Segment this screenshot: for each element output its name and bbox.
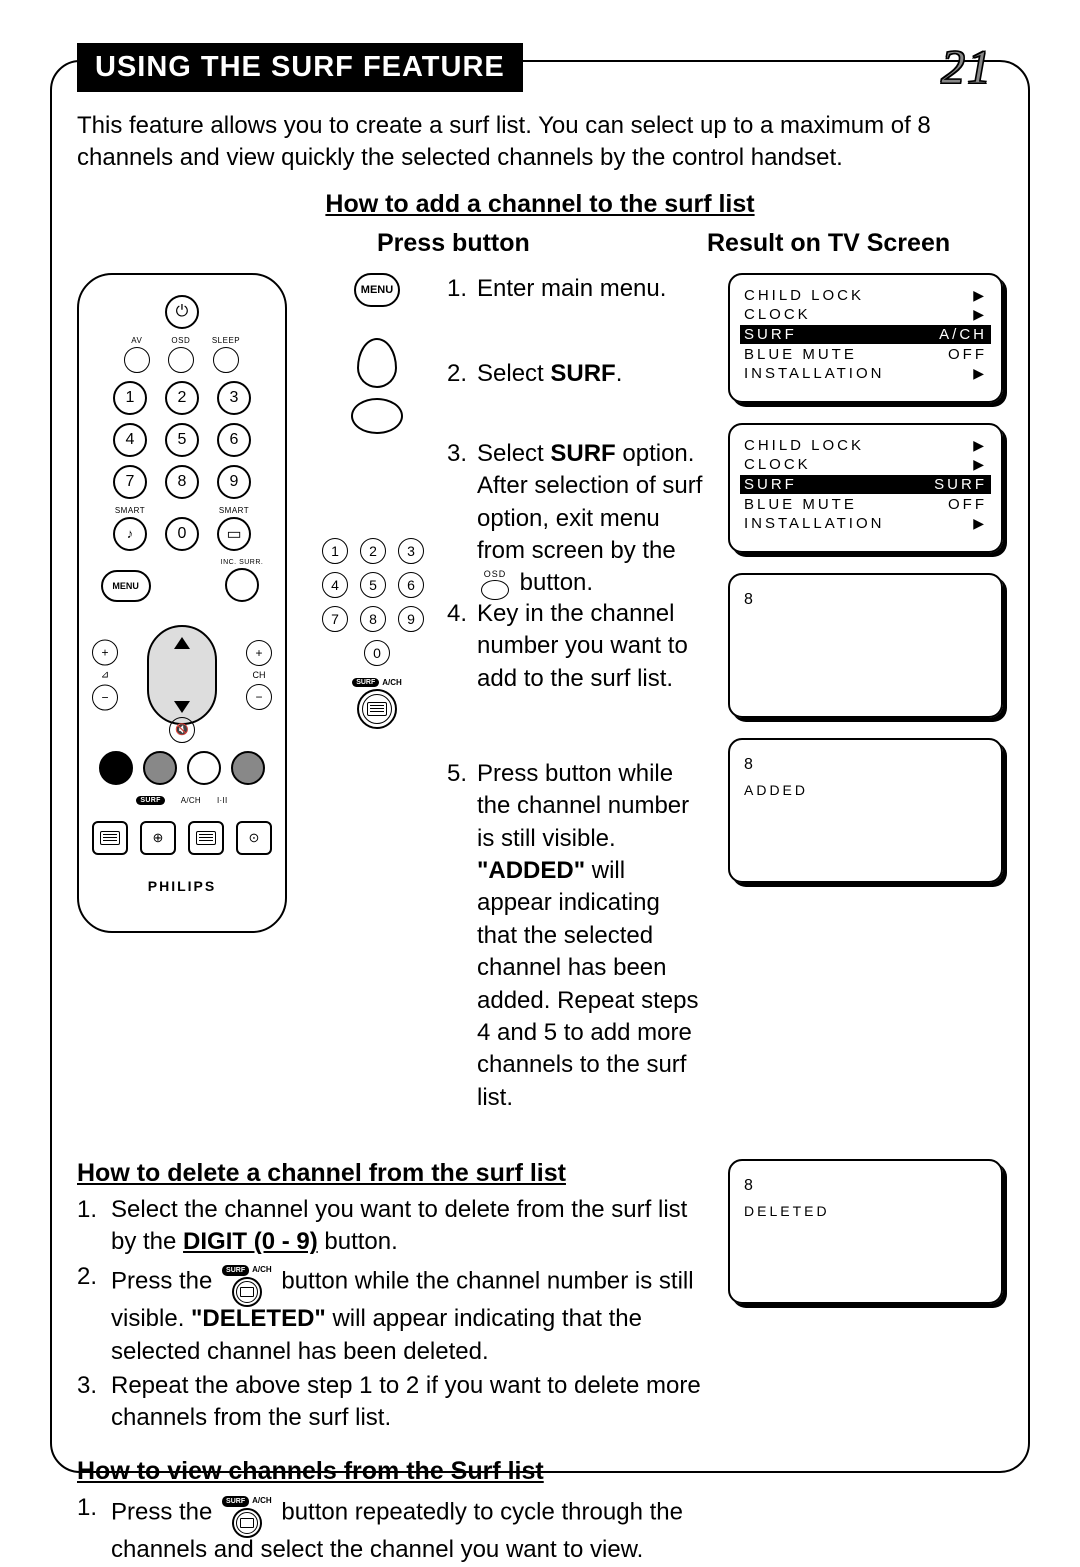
color-red xyxy=(99,751,133,785)
ch-down: − xyxy=(246,684,272,710)
delete-section: How to delete a channel from the surf li… xyxy=(77,1159,1003,1437)
surf-label-row: SURFA/CHI·II xyxy=(136,796,227,805)
teletext-2: ⊕ xyxy=(140,821,176,855)
steps-column: 1.Enter main menu. 2.Select SURF. 3.Sele… xyxy=(447,273,713,1134)
vol-down: − xyxy=(92,684,118,710)
num-2: 2 xyxy=(360,538,386,564)
delete-2-text: Press the SURFA/CH button while the chan… xyxy=(111,1261,708,1368)
color-buttons xyxy=(99,751,265,785)
step-2-text: Select SURF. xyxy=(477,358,703,418)
delete-3-text: Repeat the above step 1 to 2 if you want… xyxy=(111,1370,708,1435)
tv-column: CHILD LOCK▶ CLOCK▶ SURFA/CH BLUE MUTEOFF… xyxy=(728,273,1003,1134)
color-green xyxy=(143,751,177,785)
num-9: 9 xyxy=(398,606,424,632)
number-grid: 123 456 789 xyxy=(322,538,432,632)
inc-surr-button xyxy=(225,568,259,602)
color-blue xyxy=(231,751,265,785)
step-num: 4. xyxy=(447,598,477,738)
tv-screen-1: CHILD LOCK▶ CLOCK▶ SURFA/CH BLUE MUTEOFF… xyxy=(728,273,1003,403)
delete-num: 3. xyxy=(77,1370,111,1435)
delete-num: 1. xyxy=(77,1194,111,1259)
heading-view: How to view channels from the Surf list xyxy=(77,1457,1003,1486)
teletext-1 xyxy=(92,821,128,855)
step-num: 1. xyxy=(447,273,477,338)
delete-num: 2. xyxy=(77,1261,111,1368)
num-5: 5 xyxy=(360,572,386,598)
osd-inline-icon: OSD xyxy=(481,568,509,600)
step-3-text: Select SURF option. After selection of s… xyxy=(477,438,703,578)
digit-9: 9 xyxy=(217,465,251,499)
view-section: How to view channels from the Surf list … xyxy=(77,1457,1003,1567)
step-num: 2. xyxy=(447,358,477,418)
digit-3: 3 xyxy=(217,381,251,415)
surf-inline-icon: SURFA/CH xyxy=(222,1496,272,1538)
smart-snd-button: ▭ xyxy=(217,517,251,551)
tv-screen-3: 8 xyxy=(728,573,1003,718)
tv-screen-2: CHILD LOCK▶ CLOCK▶ SURFSURF BLUE MUTEOFF… xyxy=(728,423,1003,553)
col-press: Press button xyxy=(377,229,707,258)
tv-screen-5: 8 DELETED xyxy=(728,1159,1003,1304)
main-grid: ⏻ AV OSD SLEEP 123 456 789 SMART♪ 0 SMAR… xyxy=(77,273,1003,1134)
heading-delete: How to delete a channel from the surf li… xyxy=(77,1159,708,1188)
sleep-button xyxy=(213,347,239,373)
vol-up: + xyxy=(92,639,118,665)
num-8: 8 xyxy=(360,606,386,632)
num-1: 1 xyxy=(322,538,348,564)
view-1-text: Press the SURFA/CH button repeatedly to … xyxy=(111,1492,751,1567)
header-row: USING THE SURF FEATURE 21 xyxy=(77,40,1003,95)
step-5-text: Press button while the channel number is… xyxy=(477,758,703,1114)
intro-text: This feature allows you to create a surf… xyxy=(77,110,1003,175)
icons-column: MENU 123 456 789 0 SURFA/CH xyxy=(322,273,432,1134)
brand-label: PHILIPS xyxy=(148,878,216,894)
page-frame: USING THE SURF FEATURE 21 This feature a… xyxy=(50,60,1030,1473)
teletext-3 xyxy=(188,821,224,855)
num-3: 3 xyxy=(398,538,424,564)
teletext-row: ⊕ ⊙ xyxy=(92,821,272,855)
heading-add: How to add a channel to the surf list xyxy=(77,190,1003,219)
num-4: 4 xyxy=(322,572,348,598)
dpad: + ⊿ − + CH − 🔇 xyxy=(97,615,267,735)
section-title: USING THE SURF FEATURE xyxy=(77,43,523,92)
delete-1-text: Select the channel you want to delete fr… xyxy=(111,1194,708,1259)
step-num: 3. xyxy=(447,438,477,578)
tv-screen-4: 8 ADDED xyxy=(728,738,1003,883)
mute-button: 🔇 xyxy=(169,717,195,743)
num-0: 0 xyxy=(364,640,390,666)
digit-7: 7 xyxy=(113,465,147,499)
oval-icon xyxy=(351,398,403,434)
teletext-4: ⊙ xyxy=(236,821,272,855)
page-number: 21 xyxy=(941,40,1003,95)
step-1-text: Enter main menu. xyxy=(477,273,703,338)
remote-control: ⏻ AV OSD SLEEP 123 456 789 SMART♪ 0 SMAR… xyxy=(77,273,287,933)
digit-8: 8 xyxy=(165,465,199,499)
surf-inline-icon: SURFA/CH xyxy=(222,1265,272,1307)
digit-1: 1 xyxy=(113,381,147,415)
surf-pill: SURF xyxy=(352,678,379,687)
osd-button xyxy=(168,347,194,373)
remote-column: ⏻ AV OSD SLEEP 123 456 789 SMART♪ 0 SMAR… xyxy=(77,273,307,1134)
dpad-center xyxy=(147,625,217,725)
step-num: 5. xyxy=(447,758,477,1114)
view-num: 1. xyxy=(77,1492,111,1567)
column-headings: Press button Result on TV Screen xyxy=(77,229,1003,258)
color-yellow xyxy=(187,751,221,785)
egg-icon xyxy=(357,338,397,388)
surf-button-icon xyxy=(357,689,397,729)
digit-4: 4 xyxy=(113,423,147,457)
av-button xyxy=(124,347,150,373)
menu-icon: MENU xyxy=(354,273,400,307)
digit-5: 5 xyxy=(165,423,199,457)
col-result: Result on TV Screen xyxy=(707,229,1003,258)
ch-up: + xyxy=(246,640,272,666)
num-7: 7 xyxy=(322,606,348,632)
power-button: ⏻ xyxy=(165,295,199,329)
smart-pic-button: ♪ xyxy=(113,517,147,551)
digit-0: 0 xyxy=(165,517,199,551)
digit-2: 2 xyxy=(165,381,199,415)
num-6: 6 xyxy=(398,572,424,598)
step-4-text: Key in the channel number you want to ad… xyxy=(477,598,703,738)
menu-button: MENU xyxy=(101,570,151,602)
digit-6: 6 xyxy=(217,423,251,457)
